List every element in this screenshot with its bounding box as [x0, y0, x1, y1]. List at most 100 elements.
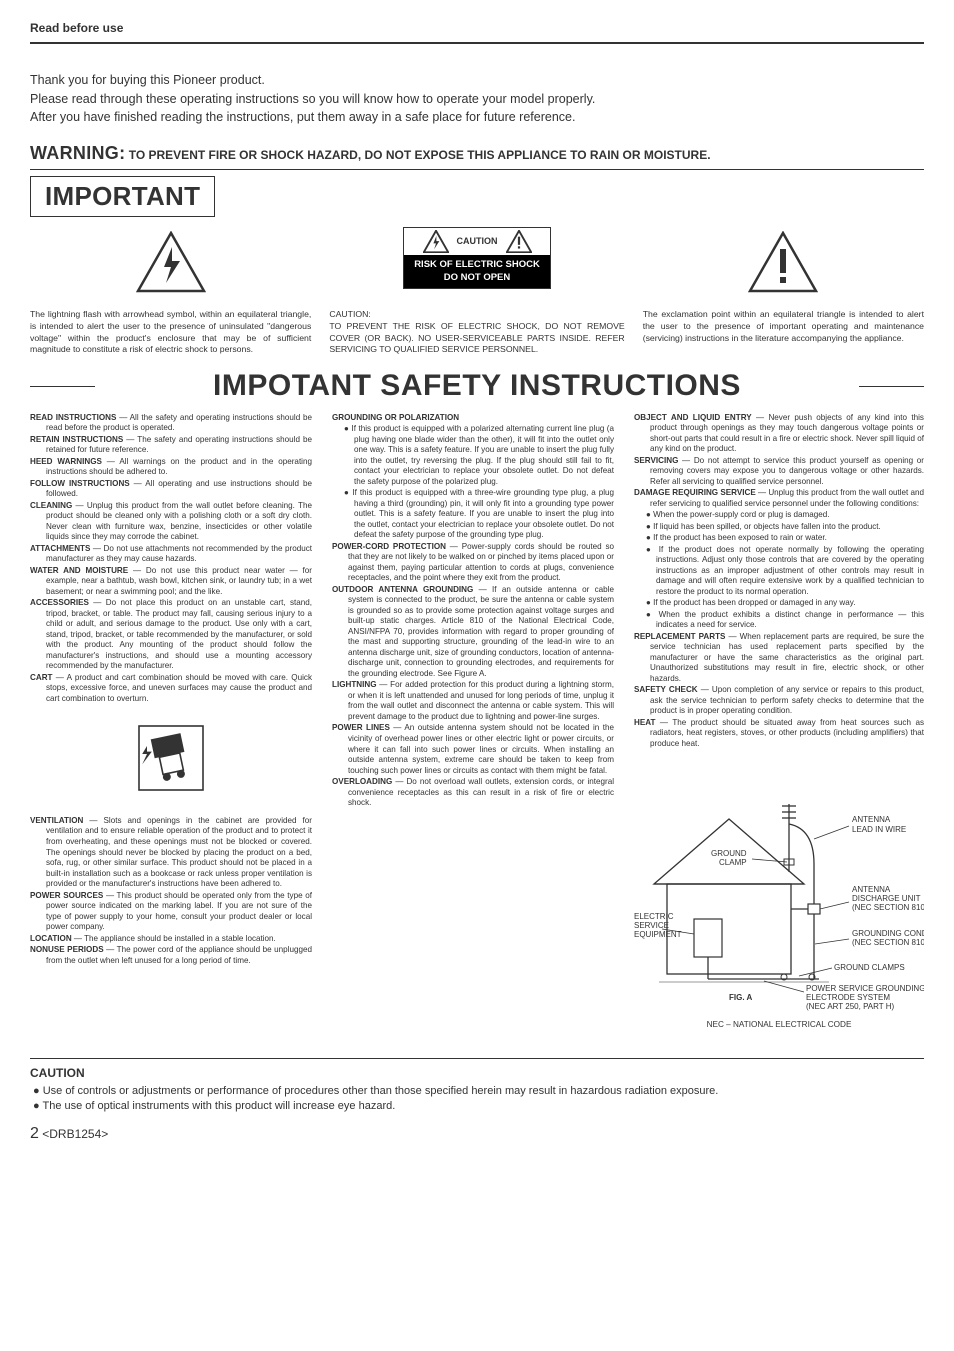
caution-label: CAUTION:: [329, 309, 624, 321]
entry-label: SAFETY CHECK: [634, 685, 698, 694]
lightning-triangle-icon: [30, 223, 311, 301]
grounding-head: GROUNDING OR POLARIZATION: [332, 413, 614, 424]
intro-line: After you have finished reading the inst…: [30, 109, 924, 127]
entry-label: ATTACHMENTS: [30, 544, 90, 553]
entry-label: POWER SOURCES: [30, 891, 103, 900]
svg-text:GROUND CLAMPS: GROUND CLAMPS: [834, 963, 905, 972]
safety-entry: OVERLOADING — Do not overload wall outle…: [332, 777, 614, 809]
column-3: OBJECT AND LIQUID ENTRY — Never push obj…: [634, 413, 924, 1044]
warning-label: WARNING:: [30, 143, 125, 163]
svg-text:CLAMP: CLAMP: [719, 858, 747, 867]
bottom-caution: CAUTION ● Use of controls or adjustments…: [30, 1065, 924, 1114]
safety-entry: VENTILATION — Slots and openings in the …: [30, 816, 312, 890]
safety-entry: POWER LINES — An outside antenna system …: [332, 723, 614, 776]
svg-text:ELECTRODE SYSTEM: ELECTRODE SYSTEM: [806, 993, 890, 1002]
safety-entry: LOCATION — The appliance should be insta…: [30, 934, 312, 945]
safety-entry: WATER AND MOISTURE — Do not use this pro…: [30, 566, 312, 598]
entry-label: POWER LINES: [332, 723, 390, 732]
page-code: <DRB1254>: [39, 1127, 108, 1141]
entry-label: HEED WARNINGS: [30, 457, 102, 466]
bottom-caution-line: ● The use of optical instruments with th…: [30, 1099, 924, 1114]
safety-entry: OBJECT AND LIQUID ENTRY — Never push obj…: [634, 413, 924, 455]
lightning-column: The lightning flash with arrowhead symbo…: [30, 223, 311, 356]
safety-entry: LIGHTNING — For added protection for thi…: [332, 680, 614, 722]
safety-entry: CART — A product and cart combination sh…: [30, 673, 312, 705]
exclamation-triangle-icon: [643, 223, 924, 301]
bullet-item: ● When the product exhibits a distinct c…: [634, 610, 924, 631]
safety-entry: POWER SOURCES — This product should be o…: [30, 891, 312, 933]
safety-entry: HEAT — The product should be situated aw…: [634, 718, 924, 750]
entry-label: READ INSTRUCTIONS: [30, 413, 116, 422]
svg-text:ELECTRIC: ELECTRIC: [634, 912, 674, 921]
exclamation-column: The exclamation point within an equilate…: [643, 223, 924, 344]
safety-entry: DAMAGE REQUIRING SERVICE — Unplug this p…: [634, 488, 924, 509]
safety-entry: OUTDOOR ANTENNA GROUNDING — If an outsid…: [332, 585, 614, 680]
lightning-text: The lightning flash with arrowhead symbo…: [30, 309, 311, 356]
entry-label: CLEANING: [30, 501, 72, 510]
risk-box: CAUTION RISK OF ELECTRIC SHOCK DO NOT OP…: [329, 223, 624, 301]
entry-label: WATER AND MOISTURE: [30, 566, 128, 575]
bullet-item: ● If liquid has been spilled, or objects…: [634, 522, 924, 533]
risk-line2: DO NOT OPEN: [414, 272, 540, 285]
svg-text:SERVICE: SERVICE: [634, 921, 669, 930]
nec-line: NEC – NATIONAL ELECTRICAL CODE: [634, 1020, 924, 1031]
bullet-item: ● If this product is equipped with a thr…: [332, 488, 614, 541]
page-number: 2 <DRB1254>: [30, 1123, 924, 1145]
svg-text:ANTENNA: ANTENNA: [852, 815, 891, 824]
column-1: READ INSTRUCTIONS — All the safety and o…: [30, 413, 312, 1044]
entry-label: FOLLOW INSTRUCTIONS: [30, 479, 130, 488]
entry-label: POWER-CORD PROTECTION: [332, 542, 446, 551]
entry-label: NONUSE PERIODS: [30, 945, 104, 954]
bullet-item: ● If this product is equipped with a pol…: [332, 424, 614, 487]
entry-label: CART: [30, 673, 52, 682]
intro-line: Thank you for buying this Pioneer produc…: [30, 72, 924, 90]
entry-label: LOCATION: [30, 934, 72, 943]
safety-entry: HEED WARNINGS — All warnings on the prod…: [30, 457, 312, 478]
safety-entry: REPLACEMENT PARTS — When replacement par…: [634, 632, 924, 685]
page-header: Read before use: [30, 20, 924, 44]
entry-label: LIGHTNING: [332, 680, 377, 689]
bullet-item: ● If the product does not operate normal…: [634, 545, 924, 598]
entry-label: DAMAGE REQUIRING SERVICE: [634, 488, 756, 497]
entry-label: REPLACEMENT PARTS: [634, 632, 725, 641]
bullet-item: ● If the product has been dropped or dam…: [634, 598, 924, 609]
column-2: GROUNDING OR POLARIZATION ● If this prod…: [332, 413, 614, 1044]
intro-line: Please read through these operating inst…: [30, 91, 924, 109]
hazard-symbols-row: The lightning flash with arrowhead symbo…: [30, 223, 924, 356]
bullet-item: ● If the product has been exposed to rai…: [634, 533, 924, 544]
safety-entry: NONUSE PERIODS — The power cord of the a…: [30, 945, 312, 966]
exclamation-text: The exclamation point within an equilate…: [643, 309, 924, 344]
svg-text:GROUNDING CONDUCTORS: GROUNDING CONDUCTORS: [852, 929, 924, 938]
bullet-item: ● When the power-supply cord or plug is …: [634, 510, 924, 521]
entry-label: RETAIN INSTRUCTIONS: [30, 435, 123, 444]
caution-column: CAUTION RISK OF ELECTRIC SHOCK DO NOT OP…: [329, 223, 624, 356]
entry-label: ACCESSORIES: [30, 598, 89, 607]
antenna-grounding-figure: ANTENNA LEAD IN WIRE GROUND CLAMP ANTENN…: [634, 764, 924, 1044]
bottom-caution-line: ● Use of controls or adjustments or perf…: [30, 1084, 924, 1099]
svg-text:GROUND: GROUND: [711, 849, 747, 858]
safety-columns: READ INSTRUCTIONS — All the safety and o…: [30, 413, 924, 1044]
safety-entry: READ INSTRUCTIONS — All the safety and o…: [30, 413, 312, 434]
important-box: IMPORTANT: [30, 176, 215, 217]
svg-text:FIG. A: FIG. A: [729, 993, 752, 1002]
intro-block: Thank you for buying this Pioneer produc…: [30, 72, 924, 127]
safety-entry: SAFETY CHECK — Upon completion of any se…: [634, 685, 924, 717]
safety-entry: ACCESSORIES — Do not place this product …: [30, 598, 312, 672]
entry-label: HEAT: [634, 718, 655, 727]
warning-text: TO PREVENT FIRE OR SHOCK HAZARD, DO NOT …: [125, 148, 710, 162]
entry-label: OVERLOADING: [332, 777, 392, 786]
entry-label: VENTILATION: [30, 816, 83, 825]
safety-entry: RETAIN INSTRUCTIONS — The safety and ope…: [30, 435, 312, 456]
safety-title: IMPOTANT SAFETY INSTRUCTIONS: [30, 366, 924, 407]
svg-text:(NEC SECTION 810 – 21): (NEC SECTION 810 – 21): [852, 938, 924, 947]
warning-line: WARNING: TO PREVENT FIRE OR SHOCK HAZARD…: [30, 141, 924, 170]
svg-text:LEAD IN WIRE: LEAD IN WIRE: [852, 825, 906, 834]
svg-text:(NEC ART 250, PART H): (NEC ART 250, PART H): [806, 1002, 895, 1011]
svg-text:ANTENNA: ANTENNA: [852, 885, 891, 894]
svg-text:DISCHARGE UNIT: DISCHARGE UNIT: [852, 894, 921, 903]
svg-text:EQUIPMENT: EQUIPMENT: [634, 930, 682, 939]
safety-entry: FOLLOW INSTRUCTIONS — All operating and …: [30, 479, 312, 500]
entry-label: OUTDOOR ANTENNA GROUNDING: [332, 585, 473, 594]
safety-entry: ATTACHMENTS — Do not use attachments not…: [30, 544, 312, 565]
svg-text:POWER SERVICE GROUNDING: POWER SERVICE GROUNDING: [806, 984, 924, 993]
